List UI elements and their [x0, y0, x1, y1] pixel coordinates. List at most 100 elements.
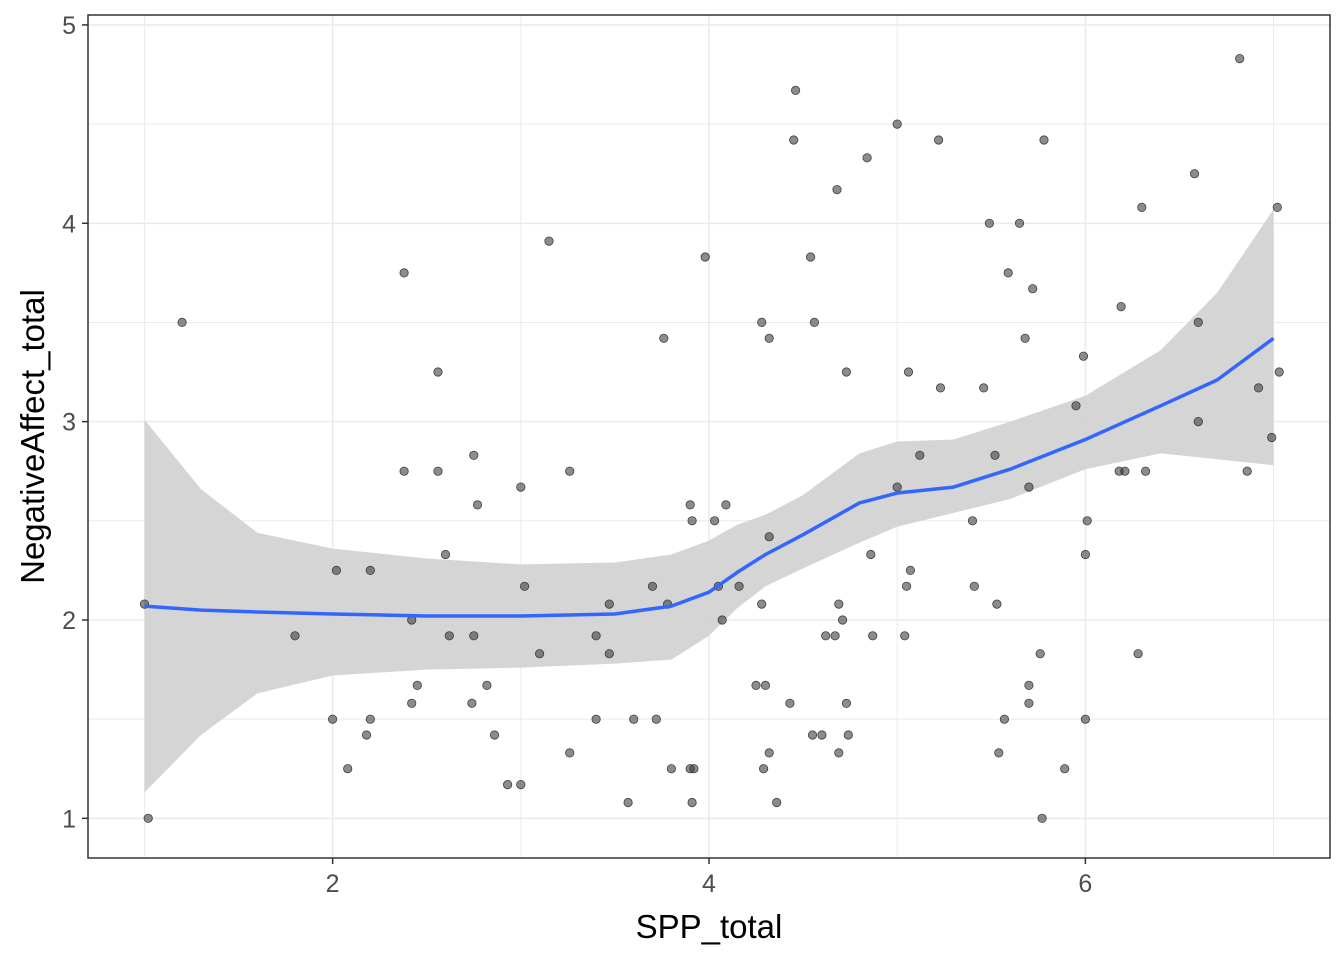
scatter-point [1116, 301, 1126, 312]
scatter-point [399, 268, 409, 278]
scatter-point [629, 714, 639, 724]
scatter-point [843, 730, 853, 740]
scatter-point [407, 698, 417, 708]
scatter-point [433, 466, 443, 476]
x-axis-title: SPP_total [636, 908, 783, 945]
x-tick-label: 2 [326, 870, 340, 898]
scatter-point [868, 631, 878, 641]
scatter-point [604, 649, 614, 659]
scatter-point [647, 581, 658, 591]
scatter-point [905, 565, 916, 576]
scatter-point [892, 119, 902, 129]
scatter-point [666, 764, 677, 774]
y-axis-ticks: 1 2 3 4 5 [62, 12, 88, 833]
scatter-point [834, 748, 844, 758]
scatter-point [361, 730, 372, 740]
scatter-point [757, 317, 767, 327]
scatter-point [591, 714, 601, 724]
scatter-point [544, 236, 554, 246]
scatter-point [751, 680, 761, 691]
scatter-point [1267, 432, 1277, 443]
scatter-point [331, 565, 341, 576]
scatter-point [979, 383, 989, 393]
scatter-point [866, 549, 876, 560]
scatter-point [830, 631, 840, 641]
scatter-point [1253, 383, 1264, 393]
scatter-point [984, 218, 995, 228]
scatter-point [516, 482, 526, 492]
scatter-point [900, 631, 910, 641]
scatter-point [764, 748, 774, 758]
data-points [139, 53, 1284, 823]
scatter-point [623, 797, 633, 808]
scatter-point [399, 466, 409, 476]
scatter-point [469, 631, 479, 641]
scatter-point [817, 730, 827, 740]
scatter-point [757, 599, 767, 609]
y-tick-label: 5 [62, 12, 76, 40]
scatter-point [1024, 482, 1034, 492]
scatter-point [1028, 284, 1038, 294]
y-tick-label: 1 [62, 805, 76, 833]
scatter-point [467, 698, 477, 708]
scatter-point [1024, 680, 1034, 691]
scatter-point [992, 599, 1002, 609]
scatter-point [659, 333, 669, 343]
scatter-point [565, 748, 575, 758]
scatter-point [343, 764, 353, 774]
scatter-point [412, 680, 422, 691]
y-axis-title: NegativeAffect_total [14, 289, 51, 584]
scatter-point [472, 500, 483, 510]
scatter-point [764, 333, 774, 343]
scatter-point [772, 797, 782, 808]
scatter-point [807, 730, 818, 740]
scatter-point [489, 730, 500, 740]
scatter-point [516, 779, 526, 790]
scatter-point [933, 135, 944, 145]
scatter-point [809, 317, 820, 327]
y-tick-label: 3 [62, 409, 76, 437]
scatter-point [841, 698, 852, 708]
scatter-point [837, 615, 848, 625]
scatter-point [290, 631, 300, 641]
scatter-point [821, 631, 831, 641]
scatter-point [790, 85, 801, 96]
scatter-point [651, 714, 661, 724]
scatter-point [365, 565, 375, 576]
x-tick-label: 4 [702, 870, 716, 898]
scatter-point [1242, 466, 1252, 476]
scatter-point [1071, 401, 1081, 411]
scatter-point [1120, 466, 1130, 476]
scatter-point [709, 516, 720, 526]
scatter-point [177, 317, 187, 327]
scatter-point [1235, 53, 1245, 64]
scatter-point [565, 466, 575, 476]
scatter-point [1020, 333, 1030, 343]
scatter-point [534, 649, 545, 659]
confidence-band [144, 209, 1274, 793]
scatter-point [805, 252, 816, 262]
scatter-point [1060, 764, 1070, 774]
scatter-point [1193, 416, 1203, 427]
x-axis-ticks: 2 4 6 [326, 858, 1092, 898]
scatter-point [785, 698, 795, 708]
scatter-point [1141, 466, 1151, 476]
scatter-point [1272, 202, 1282, 212]
scatter-point [994, 748, 1004, 758]
scatter-point [700, 252, 710, 262]
scatter-point [1024, 698, 1034, 708]
scatter-point [717, 615, 727, 625]
scatter-point [789, 135, 799, 145]
scatter-point [841, 367, 852, 377]
scatter-point [1014, 218, 1025, 228]
scatter-point [687, 516, 697, 526]
scatter-point [687, 797, 697, 808]
scatter-point [1082, 516, 1092, 526]
scatter-point [1137, 202, 1147, 212]
scatter-point [903, 367, 914, 377]
scatter-point [721, 500, 731, 510]
scatter-point [935, 383, 946, 393]
scatter-point [1193, 317, 1203, 327]
y-tick-label: 4 [62, 210, 76, 238]
scatter-point [832, 185, 842, 195]
